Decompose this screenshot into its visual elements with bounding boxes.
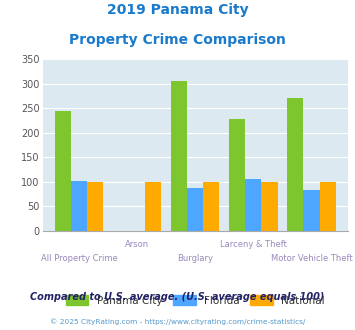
Text: 2019 Panama City: 2019 Panama City <box>107 3 248 17</box>
Text: Larceny & Theft: Larceny & Theft <box>220 241 287 249</box>
Bar <box>287 98 304 231</box>
Text: All Property Crime: All Property Crime <box>40 254 117 263</box>
Bar <box>245 179 262 231</box>
Text: Arson: Arson <box>125 241 149 249</box>
Legend: Panama City, Florida, National: Panama City, Florida, National <box>61 291 329 310</box>
Bar <box>203 182 219 231</box>
Bar <box>320 182 336 231</box>
Bar <box>71 181 87 231</box>
Bar <box>304 190 320 231</box>
Bar <box>262 182 278 231</box>
Bar <box>229 119 245 231</box>
Bar <box>87 182 103 231</box>
Bar <box>145 182 161 231</box>
Text: Burglary: Burglary <box>177 254 213 263</box>
Text: Compared to U.S. average. (U.S. average equals 100): Compared to U.S. average. (U.S. average … <box>30 292 325 302</box>
Text: © 2025 CityRating.com - https://www.cityrating.com/crime-statistics/: © 2025 CityRating.com - https://www.city… <box>50 318 305 325</box>
Bar <box>55 111 71 231</box>
Bar <box>171 82 187 231</box>
Text: Property Crime Comparison: Property Crime Comparison <box>69 33 286 47</box>
Text: Motor Vehicle Theft: Motor Vehicle Theft <box>271 254 353 263</box>
Bar <box>187 188 203 231</box>
